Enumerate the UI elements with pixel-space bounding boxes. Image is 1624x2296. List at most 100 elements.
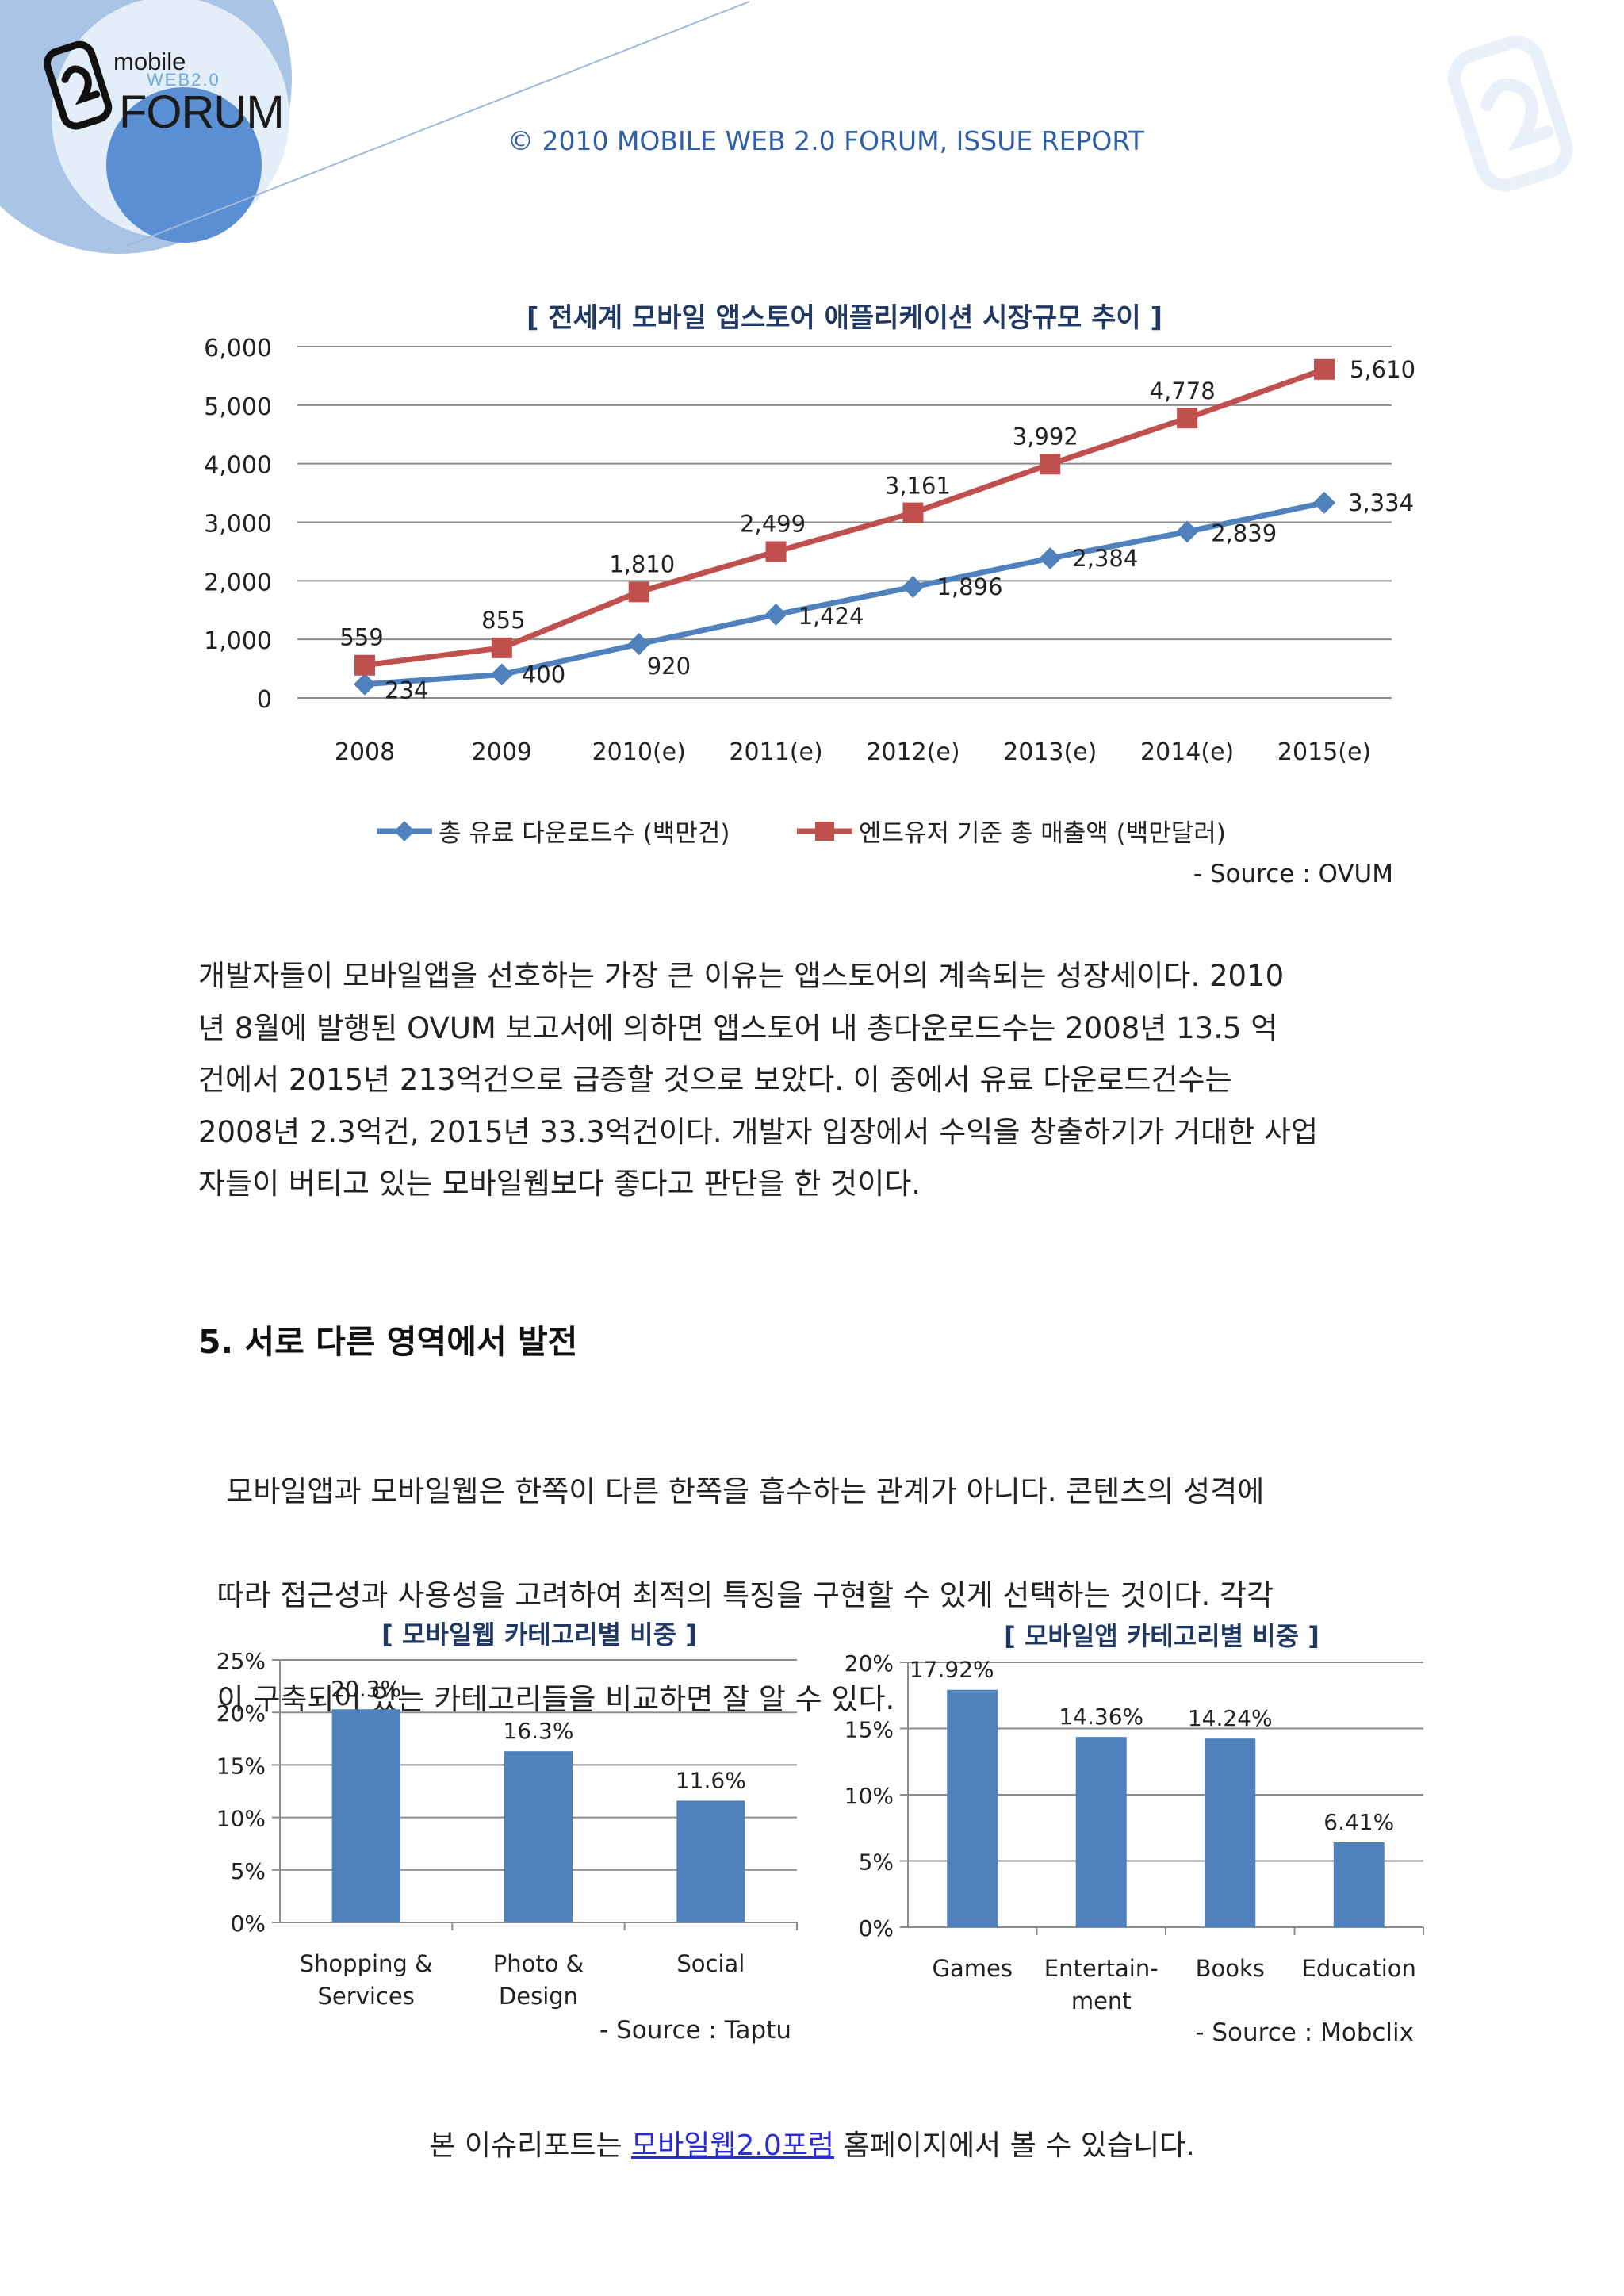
data-point-diamond [1176, 520, 1199, 543]
data-label: 14.36% [1059, 1704, 1143, 1730]
x-tick-label: Photo & [493, 1950, 584, 1977]
footer-text-after: 홈페이지에서 볼 수 있습니다. [834, 2129, 1195, 2162]
y-tick-label: 15% [845, 1717, 894, 1743]
y-tick-label: 4,000 [204, 452, 272, 480]
x-tick-label: Social [676, 1950, 745, 1977]
legend-label: 총 유료 다운로드수 (백만건) [439, 819, 730, 848]
section-title: 5. 서로 다른 영역에서 발전 [198, 1323, 578, 1361]
chart-source: - Source : OVUM [1193, 860, 1393, 888]
logo-text-mobile: mobile [113, 48, 186, 75]
x-tick-label: 2009 [472, 738, 532, 766]
y-tick-label: 10% [216, 1806, 266, 1832]
data-label: 4,778 [1150, 378, 1216, 404]
data-label: 3,992 [1013, 423, 1078, 450]
data-point-diamond [902, 576, 925, 599]
bar [331, 1709, 400, 1922]
chart-source: - Source : Taptu [599, 2016, 791, 2045]
data-label: 1,896 [936, 573, 1002, 600]
x-tick-label: ment [1071, 1987, 1132, 2014]
data-label: 20.3% [331, 1676, 401, 1702]
data-point-square [765, 541, 787, 562]
header-decoration [0, 0, 750, 254]
data-label: 14.24% [1188, 1705, 1273, 1731]
y-tick-label: 5% [859, 1849, 894, 1876]
data-label: 400 [522, 661, 565, 688]
footer-note: 본 이슈리포트는 모바일웹2.0포럼 홈페이지에서 볼 수 있습니다. [0, 2122, 1624, 2164]
y-tick-label: 3,000 [204, 511, 272, 539]
y-tick-label: 0% [859, 1915, 894, 1941]
line-chart-app-market: [ 전세계 모바일 앱스토어 애플리케이션 시장규모 추이 ] 6,000 5,00… [204, 302, 1415, 888]
x-tick-label: 2012(e) [866, 738, 959, 766]
legend-marker-square [815, 822, 834, 841]
data-point-square [354, 654, 375, 676]
chart-title: [ 전세계 모바일 앱스토어 애플리케이션 시장규모 추이 ] [527, 302, 1162, 334]
bar-chart-mobile-app-categories: [ 모바일앱 카테고리별 비중 ] 20% 15% 10% 5% 0% 17.92% Game… [845, 1621, 1424, 2047]
data-label: 2,384 [1072, 545, 1138, 572]
data-point-square [1040, 454, 1061, 475]
x-tick-label: Education [1302, 1955, 1416, 1982]
data-label: 3,161 [885, 473, 951, 500]
data-point-diamond [354, 673, 376, 696]
data-point-diamond [1039, 546, 1062, 569]
bar [1075, 1737, 1127, 1927]
x-tick-label: 2008 [335, 738, 395, 766]
footer-text-before: 본 이슈리포트는 [429, 2129, 632, 2162]
data-label: 11.6% [676, 1767, 746, 1793]
data-label: 2,499 [740, 510, 806, 537]
data-label: 3,334 [1348, 489, 1414, 516]
data-point-square [902, 502, 924, 523]
x-tick-label: 2014(e) [1140, 738, 1234, 766]
data-point-diamond [627, 633, 650, 656]
paragraph-line: 건에서 2015년 213억건으로 급증할 것으로 보았다. 이 중에서 유료 … [198, 1063, 1232, 1097]
data-point-square [628, 581, 649, 603]
y-tick-label: 20% [216, 1700, 266, 1727]
y-tick-label: 25% [216, 1648, 266, 1674]
data-label: 234 [385, 677, 428, 704]
paragraph-line: 따라 접근성과 사용성을 고려하여 최적의 특징을 구현할 수 있게 선택하는 … [216, 1577, 1274, 1612]
data-label: 6.41% [1323, 1809, 1394, 1835]
data-point-diamond [1313, 491, 1335, 514]
x-tick-label: Design [499, 1983, 578, 2010]
copyright-text: © 2010 MOBILE WEB 2.0 FORUM, ISSUE REPOR… [508, 125, 1145, 156]
paragraph-app-growth: 개발자들이 모바일앱을 선호하는 가장 큰 이유는 앱스토어의 계속되는 성장세… [198, 950, 1431, 1210]
y-tick-label: 5,000 [204, 393, 272, 421]
x-tick-label: Services [318, 1983, 415, 2010]
x-tick-label: 2011(e) [729, 738, 822, 766]
data-point-diamond [764, 603, 787, 626]
y-tick-label: 20% [845, 1650, 894, 1677]
paragraph-line: 자들이 버티고 있는 모바일웹보다 좋다고 판단을 한 것이다. [198, 1167, 921, 1201]
logo-text-web: WEB2.0 [147, 70, 220, 90]
y-tick-label: 10% [845, 1783, 894, 1809]
paragraph-section5: 모바일앱과 모바일웹은 한쪽이 다른 한쪽을 흡수하는 관계가 아니다. 콘텐츠… [198, 1413, 1431, 1725]
series-line [364, 366, 1326, 669]
data-label: 559 [339, 624, 383, 651]
paragraph-line: 이 구축되어 있는 카테고리들을 비교하면 잘 알 수 있다. [216, 1681, 895, 1716]
legend-marker-diamond [394, 821, 415, 841]
data-point-square [1177, 408, 1198, 429]
data-point-diamond [490, 663, 513, 686]
paragraph-line: 2008년 2.3억건, 2015년 33.3억건이다. 개발자 입장에서 수익… [198, 1114, 1319, 1149]
forum-homepage-link[interactable]: 모바일웹2.0포럼 [631, 2129, 835, 2162]
paragraph-line: 개발자들이 모바일앱을 선호하는 가장 큰 이유는 앱스토어의 계속되는 성장세… [198, 959, 1285, 993]
data-label: 16.3% [504, 1718, 574, 1744]
data-label: 1,424 [799, 603, 864, 630]
series-line [364, 500, 1325, 688]
bar [504, 1751, 573, 1922]
y-tick-label: 1,000 [204, 627, 272, 655]
bar [947, 1689, 998, 1927]
data-label: 920 [647, 653, 691, 680]
x-tick-label: Books [1196, 1955, 1265, 1982]
x-tick-label: Games [933, 1955, 1013, 1982]
chart-source: - Source : Mobclix [1195, 2018, 1414, 2047]
y-tick-label: 0 [257, 686, 272, 714]
data-label: 855 [481, 607, 525, 634]
data-label: 2,839 [1211, 519, 1277, 546]
y-tick-label: 6,000 [204, 335, 272, 362]
x-tick-label: 2015(e) [1277, 738, 1371, 766]
chart-title: [ 모바일앱 카테고리별 비중 ] [1004, 1621, 1320, 1651]
data-label: 17.92% [910, 1657, 994, 1683]
bar-chart-mobile-web-categories: [ 모바일웹 카테고리별 비중 ] 25% 20% 15% 10% 5% 0% 20.3% Sh… [216, 1619, 798, 2045]
data-label: 1,810 [609, 550, 675, 577]
x-tick-label: Shopping & [300, 1950, 433, 1977]
chart-title: [ 모바일웹 카테고리별 비중 ] [381, 1619, 697, 1650]
